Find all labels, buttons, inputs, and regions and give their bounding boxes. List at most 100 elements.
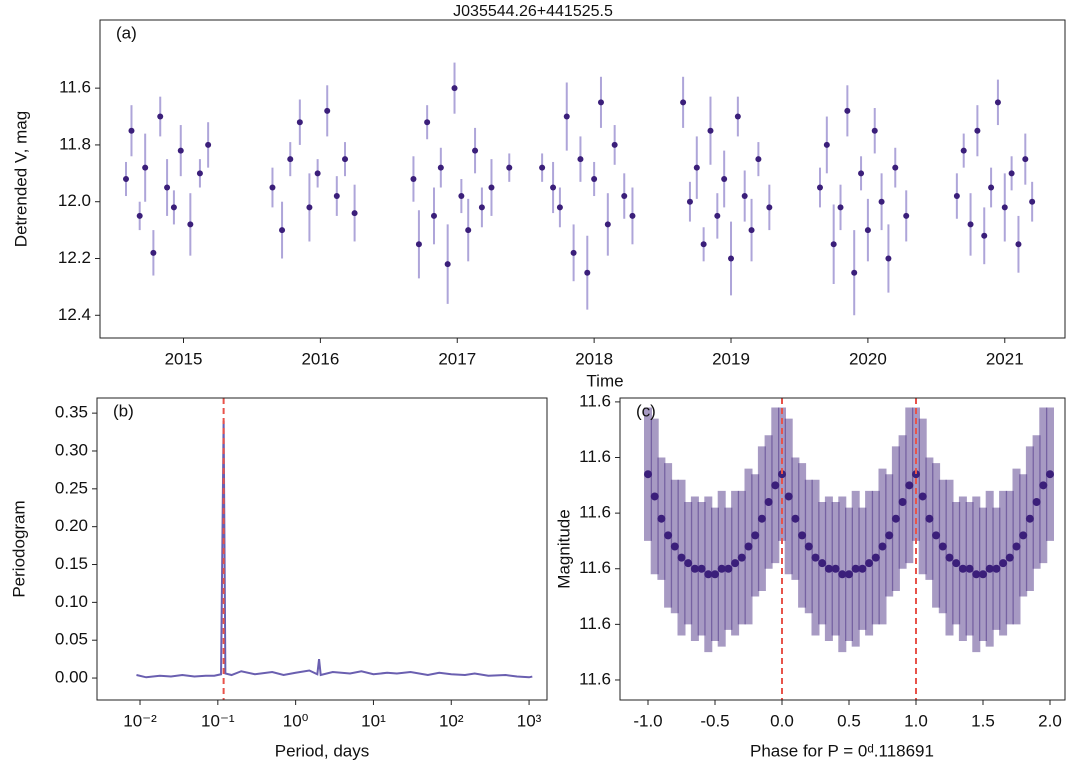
data-point xyxy=(816,184,823,191)
data-point xyxy=(714,212,721,219)
data-point xyxy=(570,249,577,256)
data-point xyxy=(621,193,628,200)
data-point xyxy=(717,564,726,573)
plot-area xyxy=(644,398,1054,700)
data-point xyxy=(851,564,860,573)
data-point xyxy=(657,514,666,523)
data-point xyxy=(415,241,422,248)
data-point xyxy=(731,559,740,568)
data-point xyxy=(458,193,465,200)
plot-area xyxy=(136,398,533,700)
data-point xyxy=(978,570,987,579)
y-tick-label: 0.25 xyxy=(55,478,88,497)
data-point xyxy=(871,553,880,562)
data-point xyxy=(478,204,485,211)
data-point xyxy=(965,564,974,573)
y-tick-label: 0.05 xyxy=(55,630,88,649)
data-point xyxy=(142,164,149,171)
axes-frame xyxy=(619,397,1066,701)
x-tick-label: 2016 xyxy=(301,349,339,368)
data-point xyxy=(1045,470,1054,479)
data-point xyxy=(938,542,947,551)
data-point xyxy=(728,255,735,262)
y-axis-label: Periodogram xyxy=(9,500,28,597)
panel-label: (a) xyxy=(116,23,137,42)
data-point xyxy=(764,498,773,507)
data-point xyxy=(766,204,773,211)
data-point xyxy=(157,113,164,120)
x-tick-label: -0.5 xyxy=(700,711,729,730)
y-tick-label: 0.00 xyxy=(55,668,88,687)
data-point xyxy=(741,193,748,200)
x-axis-label: Period, days xyxy=(275,741,370,760)
data-point xyxy=(757,514,766,523)
data-point xyxy=(798,531,807,540)
y-tick-label: 12.2 xyxy=(58,248,91,267)
data-point xyxy=(170,204,177,211)
data-point xyxy=(684,559,693,568)
data-point xyxy=(824,564,833,573)
data-point xyxy=(858,170,865,177)
y-tick-label: 0.30 xyxy=(55,440,88,459)
data-point xyxy=(755,156,762,163)
x-axis-label: Phase for P = 0ᵈ.118691 xyxy=(750,741,934,760)
data-point xyxy=(988,184,995,191)
data-point xyxy=(967,221,974,228)
data-point xyxy=(960,147,967,154)
y-tick-label: 0.15 xyxy=(55,554,88,573)
x-tick-label: -1.0 xyxy=(633,711,662,730)
data-point xyxy=(629,212,636,219)
data-point xyxy=(136,212,143,219)
y-tick-label: 12.4 xyxy=(58,305,91,324)
data-point xyxy=(804,542,813,551)
data-point xyxy=(885,531,894,540)
data-point xyxy=(1019,531,1028,540)
x-tick-label: 10⁻¹ xyxy=(201,711,235,730)
data-point xyxy=(597,99,604,106)
y-tick-label: 11.6 xyxy=(579,614,611,633)
data-point xyxy=(878,542,887,551)
data-point xyxy=(351,210,358,217)
data-point xyxy=(488,184,495,191)
data-point xyxy=(972,570,981,579)
data-point xyxy=(864,227,871,234)
data-point xyxy=(925,514,934,523)
x-tick-label: 2019 xyxy=(712,349,750,368)
data-point xyxy=(831,564,840,573)
data-point xyxy=(784,492,793,501)
data-point xyxy=(1029,198,1036,205)
data-point xyxy=(539,164,546,171)
data-point xyxy=(891,514,900,523)
periodogram-line xyxy=(136,420,533,679)
data-point xyxy=(871,127,878,134)
data-point xyxy=(472,147,479,154)
data-point xyxy=(844,570,853,579)
data-point xyxy=(437,164,444,171)
y-tick-label: 11.6 xyxy=(579,391,611,410)
data-point xyxy=(563,113,570,120)
data-point xyxy=(342,156,349,163)
data-point xyxy=(711,570,720,579)
data-point xyxy=(751,531,760,540)
data-point xyxy=(430,212,437,219)
x-tick-label: 1.0 xyxy=(904,711,928,730)
x-tick-label: 10³ xyxy=(517,711,542,730)
data-point xyxy=(744,542,753,551)
y-tick-label: 0.10 xyxy=(55,592,88,611)
data-point xyxy=(985,564,994,573)
data-point xyxy=(818,559,827,568)
data-point xyxy=(892,164,899,171)
data-point xyxy=(999,559,1008,568)
data-point xyxy=(953,193,960,200)
axes-frame xyxy=(99,19,1066,339)
data-point xyxy=(677,553,686,562)
x-tick-label: 10⁻² xyxy=(123,711,157,730)
data-point xyxy=(721,176,728,182)
x-tick-label: 10² xyxy=(439,711,464,730)
data-point xyxy=(556,204,563,211)
data-point xyxy=(778,470,787,479)
data-point xyxy=(269,184,276,191)
data-point xyxy=(680,99,687,106)
axes-frame xyxy=(96,397,548,701)
